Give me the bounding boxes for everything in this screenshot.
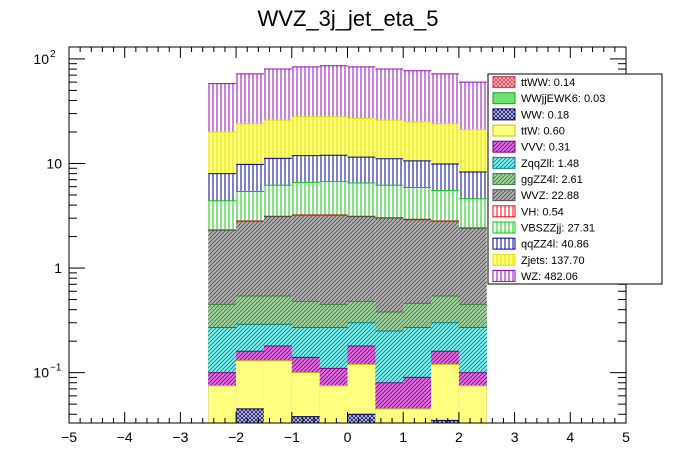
outline-ttW <box>208 360 487 410</box>
bar-ttW-bin-0 <box>208 385 237 423</box>
bar-ttW-bin-7 <box>403 408 432 423</box>
y-tick-exponent: −1 <box>50 363 62 374</box>
legend-label: ttW: 0.60 <box>521 126 565 138</box>
outline-VVV <box>208 345 487 384</box>
x-tick-label: −5 <box>61 429 77 445</box>
y-tick-label: 1 <box>54 260 62 276</box>
legend-item: qqZZ4l: 40.86 <box>492 237 589 251</box>
legend-item: VH: 0.54 <box>492 205 564 218</box>
legend-swatch <box>492 269 516 282</box>
legend-item: WZ: 482.06 <box>492 269 578 283</box>
legend-label: VH: 0.54 <box>521 206 564 218</box>
bar-WW-bin-8 <box>431 420 459 423</box>
legend-label: WWjjEWK6: 0.03 <box>521 93 605 105</box>
bar-ttW-bin-3 <box>291 372 320 423</box>
legend-item: ZqqZll: 1.48 <box>492 156 579 170</box>
x-tick-label: 1 <box>399 429 407 445</box>
outline-WZ <box>208 65 487 85</box>
legend-swatch <box>492 173 516 185</box>
legend-item: VVV: 0.31 <box>492 140 570 154</box>
x-tick-label: 5 <box>622 429 630 445</box>
legend-label: VBSZZjj: 27.31 <box>521 222 595 234</box>
legend-label: WZ: 482.06 <box>521 271 578 283</box>
bar-WW-bin-5 <box>347 414 376 423</box>
legend-item: WVZ: 22.88 <box>492 189 579 202</box>
legend-swatch <box>492 156 516 169</box>
outline-WW <box>236 408 459 421</box>
legend-label: ZqqZll: 1.48 <box>521 158 579 170</box>
outline-ZqqZll <box>208 322 487 332</box>
x-tick-label: −1 <box>284 429 300 445</box>
bar-ttW-bin-4 <box>319 385 348 423</box>
legend-label: ttWW: 0.14 <box>521 77 575 89</box>
histogram-stack <box>208 65 487 424</box>
legend-swatch <box>492 140 516 153</box>
x-tick-label: 3 <box>511 429 519 445</box>
outline-ggZZ4l <box>208 295 487 313</box>
legend-item: WW: 0.18 <box>492 108 569 121</box>
legend-box <box>487 73 663 285</box>
x-tick-label: 2 <box>455 429 463 445</box>
legend-item: VBSZZjj: 27.31 <box>492 221 595 234</box>
bar-ttW-bin-8 <box>431 364 459 423</box>
series-WW <box>236 408 459 423</box>
outline-VBSZZjj <box>208 181 487 202</box>
legend-swatch <box>492 76 516 89</box>
legend-swatch <box>492 189 516 202</box>
legend: ttWW: 0.14 WWjjEWK6: 0.03 WW: 0.18 ttW: 0.6… <box>487 73 663 285</box>
x-tick-label: 0 <box>344 429 352 445</box>
x-tick-label: −2 <box>228 429 244 445</box>
legend-swatch <box>492 253 516 266</box>
legend-swatch <box>492 124 516 137</box>
y-tick-label: 10 <box>33 365 49 381</box>
legend-swatch <box>492 221 516 234</box>
chart-title: WVZ_3j_jet_eta_5 <box>258 6 439 31</box>
legend-item: ttWW: 0.14 <box>492 76 575 89</box>
y-tick-label: 10 <box>46 155 62 171</box>
legend-label: WW: 0.18 <box>521 109 569 121</box>
bar-ttW-bin-9 <box>458 385 487 423</box>
legend-label: Zjets: 137.70 <box>521 255 585 267</box>
x-tick-label: 4 <box>566 429 574 445</box>
legend-item: ggZZ4l: 2.61 <box>492 173 583 186</box>
series-ttW <box>208 360 487 423</box>
legend-item: Zjets: 137.70 <box>492 253 585 267</box>
bar-WW-bin-3 <box>291 416 320 423</box>
legend-label: WVZ: 22.88 <box>521 190 579 202</box>
legend-swatch <box>492 108 516 121</box>
x-axis: −5 −4 −3 −2 −1 0 1 2 3 4 5 <box>61 47 630 445</box>
bar-ttW-bin-5 <box>347 364 376 423</box>
bar-WW-bin-1 <box>236 408 264 423</box>
legend-label: ggZZ4l: 2.61 <box>521 174 583 186</box>
legend-swatch <box>492 205 516 218</box>
legend-label: VVV: 0.31 <box>521 142 570 154</box>
legend-label: qqZZ4l: 40.86 <box>521 239 589 251</box>
x-tick-label: −4 <box>117 429 133 445</box>
y-tick-exponent: 2 <box>50 49 56 60</box>
outline-WVZ <box>208 214 487 231</box>
outline-qqZZ4l <box>208 154 487 175</box>
y-tick-label: 10 <box>33 51 49 67</box>
legend-swatch <box>492 92 516 105</box>
bar-ttW-bin-6 <box>375 408 404 423</box>
legend-item: WWjjEWK6: 0.03 <box>492 92 605 105</box>
x-tick-label: −3 <box>172 429 188 445</box>
legend-item: ttW: 0.60 <box>492 124 565 138</box>
outline-Zjets <box>208 116 487 133</box>
bar-ttW-bin-2 <box>263 360 292 423</box>
legend-swatch <box>492 237 516 250</box>
